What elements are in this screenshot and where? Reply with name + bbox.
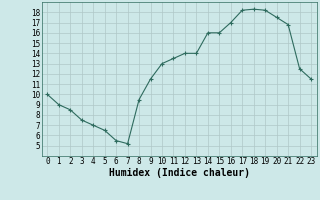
X-axis label: Humidex (Indice chaleur): Humidex (Indice chaleur) [109,168,250,178]
